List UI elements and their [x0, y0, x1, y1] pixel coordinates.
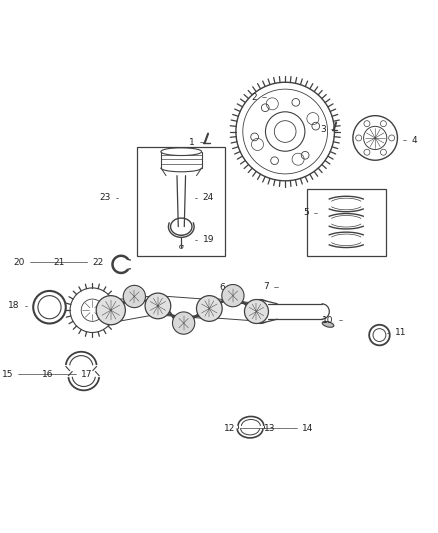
Text: 4: 4 [412, 135, 417, 144]
FancyBboxPatch shape [138, 147, 225, 256]
Circle shape [244, 300, 268, 324]
Circle shape [222, 285, 244, 307]
Text: 16: 16 [42, 370, 53, 379]
FancyBboxPatch shape [307, 189, 386, 256]
Text: 8: 8 [122, 296, 128, 305]
Circle shape [145, 293, 171, 319]
Text: 22: 22 [92, 258, 104, 266]
Circle shape [197, 296, 222, 321]
Text: 10: 10 [322, 316, 334, 325]
Text: 2: 2 [252, 93, 258, 102]
Text: 19: 19 [202, 235, 214, 244]
Circle shape [173, 312, 195, 334]
Text: 23: 23 [99, 193, 111, 203]
Text: 5: 5 [303, 208, 309, 217]
Text: 24: 24 [202, 193, 214, 203]
Text: 14: 14 [302, 424, 314, 433]
Circle shape [123, 285, 145, 308]
Text: 13: 13 [264, 424, 275, 433]
Text: 1: 1 [190, 138, 195, 147]
Text: 17: 17 [81, 370, 92, 379]
Circle shape [96, 296, 125, 325]
Text: 3: 3 [320, 125, 326, 134]
Text: 6: 6 [219, 284, 225, 293]
Text: 18: 18 [8, 302, 20, 310]
Text: 11: 11 [395, 328, 406, 337]
Text: 12: 12 [224, 424, 235, 433]
Text: 15: 15 [2, 370, 13, 379]
Text: 7: 7 [264, 282, 269, 291]
Ellipse shape [322, 321, 334, 327]
Text: 20: 20 [14, 258, 25, 266]
Text: 21: 21 [54, 258, 65, 266]
